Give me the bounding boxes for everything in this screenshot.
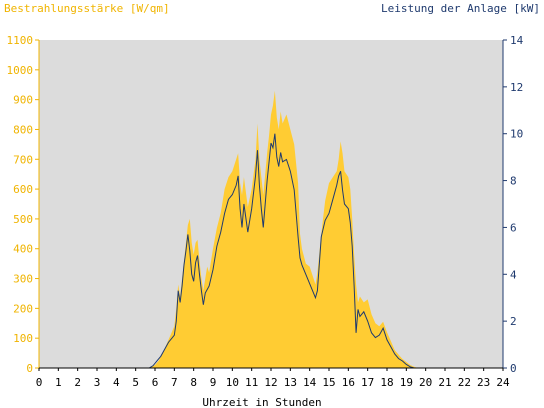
x-tick-label: 22 — [458, 376, 471, 389]
right-tick-label: 12 — [510, 81, 523, 94]
left-tick-label: 800 — [13, 123, 33, 136]
x-tick-label: 15 — [322, 376, 335, 389]
left-tick-label: 100 — [13, 332, 33, 345]
left-tick-label: 400 — [13, 243, 33, 256]
left-tick-label: 900 — [13, 94, 33, 107]
right-tick-label: 10 — [510, 128, 523, 141]
right-axis-ticks: 0 2 4 6 8 10 12 14 — [503, 34, 524, 375]
right-axis-title: Leistung der Anlage [kW] — [381, 2, 540, 15]
x-tick-label: 23 — [477, 376, 490, 389]
left-axis-ticks: 0 100 200 300 400 500 600 700 800 900 1000 1100 — [7, 34, 39, 375]
left-tick-label: 600 — [13, 183, 33, 196]
left-tick-label: 700 — [13, 153, 33, 166]
x-tick-label: 13 — [284, 376, 297, 389]
right-tick-label: 6 — [510, 221, 517, 234]
x-tick-label: 20 — [419, 376, 432, 389]
left-tick-label: 200 — [13, 302, 33, 315]
x-tick-label: 2 — [74, 376, 81, 389]
x-tick-label: 24 — [496, 376, 510, 389]
left-tick-label: 300 — [13, 273, 33, 286]
right-tick-label: 8 — [510, 175, 517, 188]
x-tick-label: 17 — [361, 376, 374, 389]
x-tick-label: 11 — [245, 376, 258, 389]
x-tick-label: 3 — [94, 376, 101, 389]
right-tick-label: 2 — [510, 315, 517, 328]
x-tick-label: 10 — [226, 376, 239, 389]
x-tick-label: 1 — [55, 376, 62, 389]
x-tick-label: 5 — [132, 376, 139, 389]
x-tick-label: 9 — [210, 376, 217, 389]
x-tick-label: 6 — [152, 376, 159, 389]
right-tick-label: 4 — [510, 268, 517, 281]
x-tick-label: 18 — [380, 376, 393, 389]
irradiance-area — [39, 90, 503, 368]
x-tick-label: 8 — [190, 376, 197, 389]
x-tick-label: 21 — [438, 376, 451, 389]
left-tick-label: 0 — [26, 362, 33, 375]
x-tick-label: 0 — [36, 376, 43, 389]
x-tick-label: 19 — [400, 376, 413, 389]
right-tick-label: 14 — [510, 34, 524, 47]
left-tick-label: 1000 — [7, 64, 34, 77]
right-tick-label: 0 — [510, 362, 517, 375]
left-tick-label: 500 — [13, 213, 33, 226]
power-line — [39, 133, 503, 369]
x-tick-label: 14 — [303, 376, 317, 389]
left-tick-label: 1100 — [7, 34, 34, 47]
left-axis-title: Bestrahlungsstärke [W/qm] — [4, 2, 170, 15]
x-tick-label: 16 — [342, 376, 355, 389]
x-axis-title: Uhrzeit in Stunden — [202, 396, 321, 408]
x-tick-label: 12 — [264, 376, 277, 389]
x-axis-ticks: 0 1 2 3 4 5 6 7 8 9 10 11 12 13 14 15 16 17 18 19 20 21 22 23 24 — [36, 368, 510, 389]
x-tick-label: 4 — [113, 376, 120, 389]
x-tick-label: 7 — [171, 376, 178, 389]
